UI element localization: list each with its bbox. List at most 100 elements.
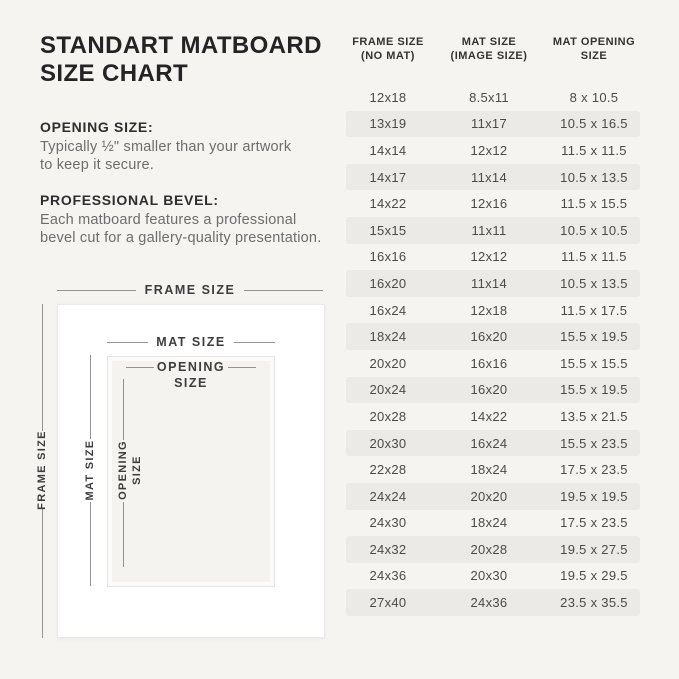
table-cell: 24x24 [369, 488, 407, 504]
table-cell: 15.5 x 19.5 [560, 329, 628, 345]
frame-size-vertical-rule-top [42, 304, 43, 431]
column-header-mat-size: MAT SIZE (IMAGE SIZE) [430, 36, 548, 63]
table-cell: 27x40 [369, 595, 407, 611]
size-table: FRAME SIZE (NO MAT) MAT SIZE (IMAGE SIZE… [346, 36, 640, 616]
table-cell: 24x32 [369, 541, 407, 557]
table-cell: 13.5 x 21.5 [560, 408, 628, 424]
table-cell: 19.5 x 27.5 [560, 541, 628, 557]
table-cell: 16x24 [470, 435, 508, 451]
table-cell: 24x30 [369, 515, 407, 531]
table-cell: 12x18 [470, 302, 508, 318]
table-cell: 16x16 [470, 355, 508, 371]
column-header-frame-size-line-1: FRAME SIZE [352, 36, 424, 48]
table-row: 15x15 11x11 10.5 x 10.5 [346, 216, 640, 244]
table-cell: 17.5 x 23.5 [560, 462, 628, 478]
table-cell: 12x12 [470, 142, 508, 158]
table-cell: 24x36 [470, 595, 508, 611]
table-cell: 11x14 [471, 275, 507, 291]
table-cell: 20x28 [470, 541, 508, 557]
table-row: 20x30 16x24 15.5 x 23.5 [346, 429, 640, 457]
table-cell: 11x17 [471, 116, 507, 132]
table-cell: 18x24 [470, 462, 508, 478]
size-table-body: 12x18 8.5x11 8 x 10.5 13x19 11x17 10.5 x 16.5… [346, 84, 640, 616]
table-row: 14x14 12x12 11.5 x 11.5 [346, 137, 640, 164]
table-row: 24x24 20x20 19.5 x 19.5 [346, 482, 640, 510]
mat-size-left-rule [107, 341, 149, 343]
opening-size-vertical-label-line-1: OPENING [117, 440, 129, 500]
table-cell: 19.5 x 19.5 [560, 488, 628, 504]
page-title-line-1: STANDART MATBOARD [40, 32, 322, 59]
opening-size-right-rule [228, 367, 256, 368]
table-cell: 13x19 [369, 116, 407, 132]
table-row: 22x28 18x24 17.5 x 23.5 [346, 456, 640, 483]
table-cell: 10.5 x 10.5 [560, 222, 628, 238]
table-cell: 18x24 [369, 329, 407, 345]
column-header-mat-size-line-1: MAT SIZE [461, 36, 517, 48]
table-row: 20x28 14x22 13.5 x 21.5 [346, 403, 640, 430]
table-cell: 15.5 x 23.5 [560, 435, 628, 451]
opening-size-vertical-rule-top [123, 379, 124, 440]
opening-size-vertical-rule-bottom [123, 502, 124, 567]
table-cell: 18x24 [470, 515, 508, 531]
mat-size-vertical-label: MAT SIZE [84, 439, 96, 501]
mat-size-top-label: MAT SIZE [156, 335, 226, 349]
frame-size-top-label: FRAME SIZE [144, 283, 236, 297]
table-cell: 20x20 [369, 355, 407, 371]
opening-size-top-label-line-1: OPENING [156, 360, 226, 374]
table-row: 24x36 20x30 19.5 x 29.5 [346, 563, 640, 590]
table-cell: 19.5 x 29.5 [560, 568, 628, 584]
table-cell: 15.5 x 15.5 [560, 355, 628, 371]
opening-size-top-label: OPENING SIZE [140, 359, 242, 391]
frame-size-top-label-row: FRAME SIZE [57, 283, 324, 297]
table-cell: 10.5 x 13.5 [560, 169, 628, 185]
mat-size-vertical-rule-bottom [90, 502, 91, 586]
table-cell: 20x30 [470, 568, 508, 584]
column-header-mat-opening-line-2: SIZE [580, 49, 608, 62]
table-cell: 12x16 [470, 196, 508, 212]
table-row: 12x18 8.5x11 8 x 10.5 [346, 84, 640, 111]
table-cell: 24x36 [369, 568, 407, 584]
professional-bevel-description: Each matboard features a professional be… [40, 211, 321, 247]
table-row: 18x24 16x20 15.5 x 19.5 [346, 323, 640, 350]
table-cell: 11x11 [471, 222, 507, 238]
opening-size-description-line-2: to keep it secure. [40, 157, 155, 173]
table-cell: 22x28 [369, 462, 407, 478]
table-cell: 20x20 [470, 488, 508, 504]
table-row: 16x16 12x12 11.5 x 11.5 [346, 244, 640, 271]
table-cell: 17.5 x 23.5 [560, 515, 628, 531]
table-cell: 20x24 [369, 382, 407, 398]
table-cell: 8 x 10.5 [569, 89, 619, 105]
page-title-line-2: SIZE CHART [40, 60, 188, 87]
table-row: 16x24 12x18 11.5 x 17.5 [346, 297, 640, 324]
table-row: 13x19 11x17 10.5 x 16.5 [346, 110, 640, 138]
table-cell: 14x22 [369, 196, 407, 212]
table-cell: 23.5 x 35.5 [560, 595, 628, 611]
column-header-frame-size: FRAME SIZE (NO MAT) [346, 36, 430, 63]
table-cell: 10.5 x 16.5 [560, 116, 628, 132]
table-cell: 11.5 x 17.5 [560, 302, 628, 318]
table-cell: 11.5 x 15.5 [560, 196, 628, 212]
table-cell: 15.5 x 19.5 [560, 382, 628, 398]
frame-size-right-rule [244, 289, 324, 291]
table-row: 14x17 11x14 10.5 x 13.5 [346, 163, 640, 191]
opening-size-vertical-label: OPENING SIZE [116, 425, 144, 515]
table-cell: 11.5 x 11.5 [561, 142, 627, 158]
table-cell: 16x20 [369, 275, 407, 291]
opening-size-top-label-line-2: SIZE [174, 376, 208, 390]
mat-opening-rectangle [107, 356, 275, 587]
mat-size-top-label-row: MAT SIZE [107, 335, 275, 349]
table-cell: 16x20 [470, 382, 508, 398]
mat-size-vertical-rule-top [90, 355, 91, 439]
table-cell: 16x24 [369, 302, 407, 318]
professional-bevel-description-line-2: bevel cut for a gallery-quality presenta… [40, 230, 322, 246]
frame-size-left-rule [57, 289, 136, 291]
table-row: 20x24 16x20 15.5 x 19.5 [346, 376, 640, 404]
table-cell: 14x17 [369, 169, 407, 185]
table-cell: 14x22 [470, 408, 508, 424]
opening-size-description: Typically ½" smaller than your artwork t… [40, 138, 291, 174]
table-cell: 15x15 [369, 222, 407, 238]
table-cell: 16x16 [369, 249, 407, 265]
professional-bevel-description-line-1: Each matboard features a professional [40, 212, 297, 228]
table-cell: 20x30 [369, 435, 407, 451]
